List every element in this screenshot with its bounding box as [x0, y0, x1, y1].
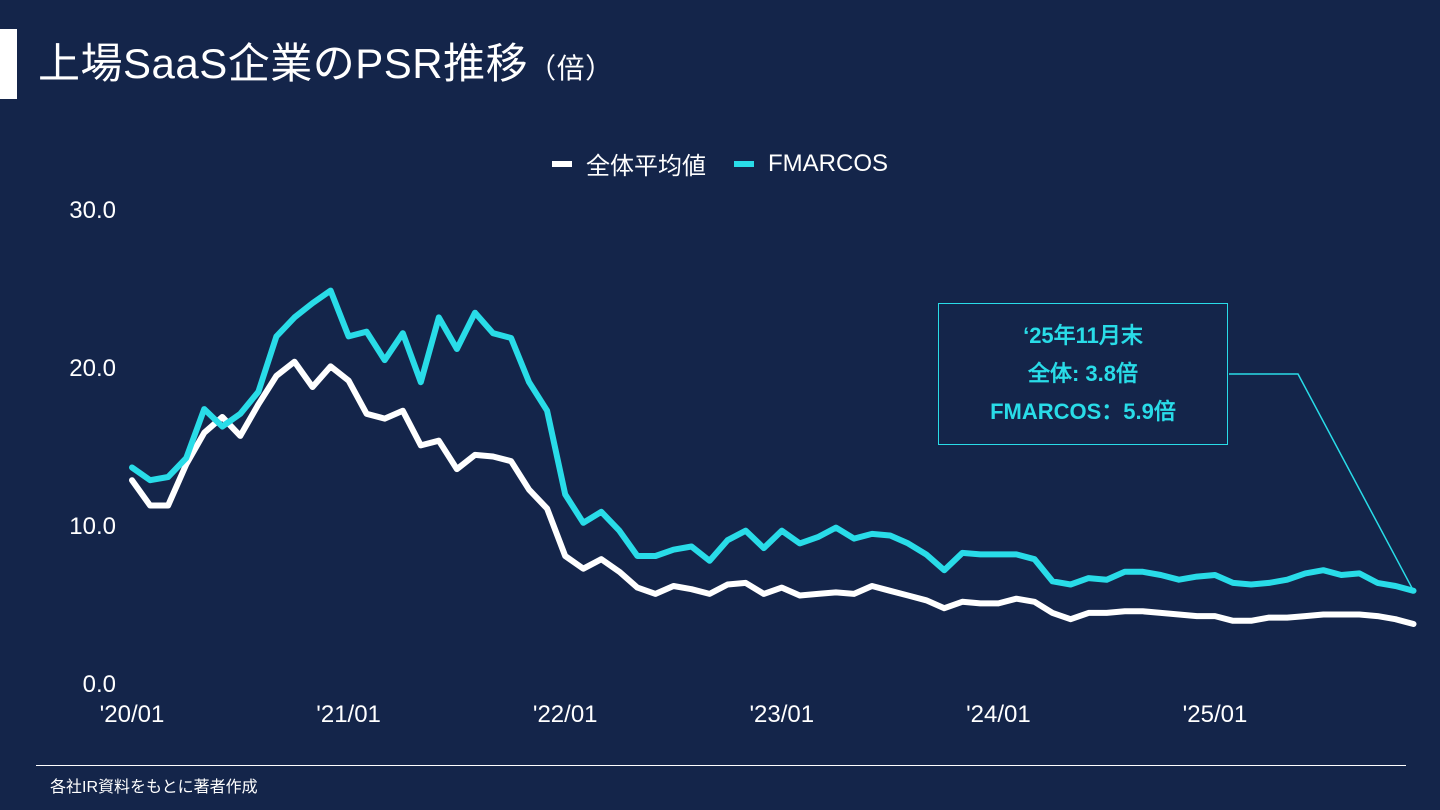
legend-label-average: 全体平均値 [586, 153, 706, 180]
source-note: 各社IR資料をもとに著者作成 [50, 779, 258, 796]
title-unit: （倍） [528, 53, 614, 84]
y-tick-label: 10.0 [69, 513, 116, 540]
x-tick-label: '24/01 [966, 701, 1031, 728]
page-title: 上場SaaS企業のPSR推移（倍） [38, 34, 614, 99]
x-tick-label: '20/01 [100, 701, 165, 728]
legend-item-fmarcos: FMARCOS [734, 146, 888, 181]
y-tick-label: 0.0 [83, 671, 116, 698]
callout-date: ‘25年11月末 [1023, 323, 1143, 348]
series-line-fmarcos [129, 287, 1417, 594]
y-axis-ticks: 0.0 10.0 20.0 30.0 [69, 197, 116, 698]
y-tick-label: 20.0 [69, 355, 116, 382]
legend-item-average: 全体平均値 [552, 146, 706, 181]
x-tick-label: '22/01 [533, 701, 598, 728]
series-layer [129, 287, 1417, 627]
y-tick-label: 30.0 [69, 197, 116, 224]
legend-swatch-fmarcos [734, 160, 754, 167]
callout-overall: 全体: 3.8倍 [1027, 361, 1139, 386]
psr-line-chart: 0.0 10.0 20.0 30.0 '20/01 '21/01 '22/01 '23/01… [69, 197, 1417, 728]
annotation-callout: ‘25年11月末 全体: 3.8倍 FMARCOS：5.9倍 [938, 303, 1228, 445]
callout-leader-line [1229, 373, 1415, 592]
series-line-average [129, 358, 1417, 627]
legend-swatch-average [552, 160, 572, 167]
legend-label-fmarcos: FMARCOS [768, 149, 888, 177]
chart-legend: 全体平均値 FMARCOS [0, 146, 1440, 181]
title-accent-bar [0, 29, 17, 99]
callout-fmarcos: FMARCOS：5.9倍 [990, 399, 1176, 424]
title-main: 上場SaaS企業のPSR推移 [38, 40, 529, 87]
x-tick-label: '21/01 [316, 701, 381, 728]
x-tick-label: '25/01 [1183, 701, 1248, 728]
x-axis-ticks: '20/01 '21/01 '22/01 '23/01 '24/01 '25/01 [100, 701, 1248, 728]
x-tick-label: '23/01 [749, 701, 814, 728]
footer-divider [36, 765, 1406, 766]
